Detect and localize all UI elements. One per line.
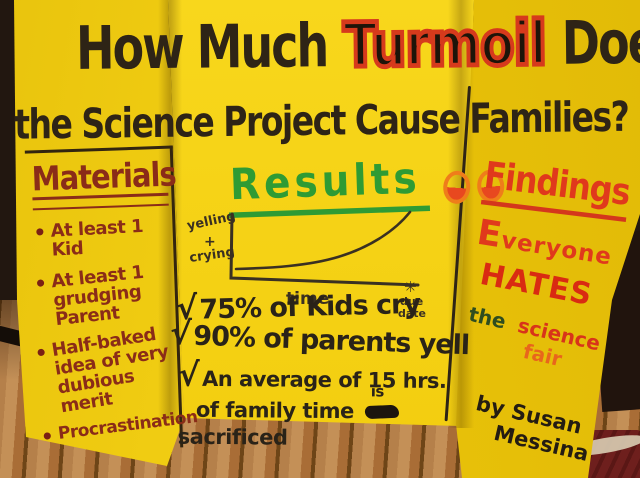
- materials-section: Materials • At least 1 Kid • At least 1 …: [24, 145, 199, 453]
- title-text: Does: [561, 6, 640, 79]
- y-axis-label: crying: [188, 245, 235, 266]
- y-axis-label: yelling: [186, 209, 237, 234]
- findings-section: Findings Everyone HATES the science fair: [462, 152, 640, 377]
- results-item-label: of family time: [195, 397, 354, 423]
- materials-heading: Materials: [31, 154, 177, 199]
- pill-icon: [441, 169, 472, 205]
- materials-item-label: At least 1 Kid: [50, 215, 144, 261]
- due-date-marker-icon: ✳: [404, 278, 417, 296]
- results-item-label: An average of 15 hrs.: [201, 366, 447, 393]
- hand-drawn-line-chart: yelling + crying time ✳ due date: [186, 206, 444, 320]
- x-axis-label: time: [286, 289, 329, 309]
- chart-axes: [229, 212, 420, 287]
- results-item: √ An average of 15 hrs. of family time i…: [178, 355, 489, 454]
- due-date-label: date: [398, 307, 426, 320]
- correction-word: is: [370, 381, 384, 401]
- materials-item: • At least 1 Kid: [32, 215, 170, 262]
- y-axis-label-plus: +: [204, 234, 216, 250]
- chart-curve: [234, 210, 412, 271]
- title-text: How Much: [75, 10, 328, 84]
- check-icon: √: [178, 355, 200, 394]
- title-turmoil-text: Turmoil: [341, 6, 549, 83]
- poster-title-line1: How Much Turmoil Does: [76, 6, 640, 83]
- due-date-label: due: [400, 295, 423, 308]
- poster-title-line2: the Science Project Cause Families?: [14, 91, 629, 149]
- materials-item: • Half-baked idea of very dubious merit: [33, 324, 178, 420]
- bullet-icon: •: [39, 423, 55, 450]
- results-header: Results: [227, 151, 506, 218]
- correction-group: is: [360, 382, 402, 426]
- materials-item-label: At least 1 grudging Parent: [50, 261, 145, 330]
- bullet-icon: •: [32, 219, 47, 245]
- materials-item-label: Half-baked idea of very dubious merit: [50, 324, 170, 418]
- check-icon: √: [169, 313, 192, 353]
- scribbled-out-word: [364, 404, 399, 420]
- results-item-label: sacrificed: [177, 424, 288, 450]
- materials-item: • At least 1 grudging Parent: [33, 261, 173, 331]
- bullet-icon: •: [32, 270, 48, 296]
